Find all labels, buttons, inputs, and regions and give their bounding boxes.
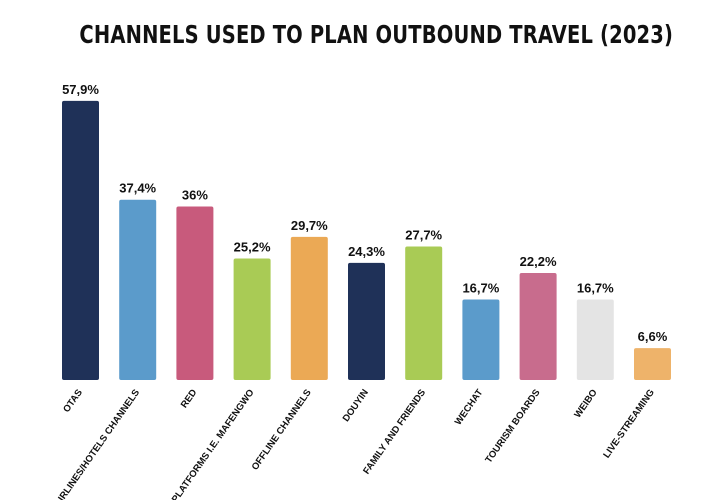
category-label-6: DOUYIN xyxy=(341,387,371,424)
category-label-9: TOURISM BOARDS xyxy=(483,387,542,465)
value-label-5: 29,7% xyxy=(291,218,328,233)
bar-8 xyxy=(462,299,500,380)
category-label-5: OFFLINE CHANNELS xyxy=(250,387,314,472)
value-label-9: 22,2% xyxy=(520,254,557,269)
value-label-8: 16,7% xyxy=(462,280,499,295)
bar-11 xyxy=(634,348,671,380)
category-label-3: RED xyxy=(179,387,200,410)
category-label-11: LIVE-STREAMING xyxy=(601,387,657,460)
category-label-10: WEIBO xyxy=(572,387,599,420)
chart-title: CHANNELS USED TO PLAN OUTBOUND TRAVEL (2… xyxy=(79,20,674,49)
category-label-1: OTAS xyxy=(61,387,85,414)
bar-10 xyxy=(576,299,614,380)
value-label-7: 27,7% xyxy=(405,227,442,242)
value-label-6: 24,3% xyxy=(348,244,385,259)
bar-1 xyxy=(62,100,99,381)
value-label-2: 37,4% xyxy=(119,181,156,196)
value-label-1: 57,9% xyxy=(62,82,99,97)
category-label-4: UGC PLATFORMS I.E. MAFENGWO xyxy=(156,387,256,500)
value-label-4: 25,2% xyxy=(234,240,271,255)
category-label-7: FAMILY AND FRIENDS xyxy=(361,387,428,476)
bar-4 xyxy=(233,258,271,380)
bar-7 xyxy=(405,246,443,380)
value-label-3: 36% xyxy=(182,187,208,202)
value-label-11: 6,6% xyxy=(638,329,668,344)
bar-5 xyxy=(290,236,328,380)
bar-3 xyxy=(176,206,214,380)
category-label-8: WECHAT xyxy=(453,387,486,427)
bar-9 xyxy=(519,272,557,380)
bar-2 xyxy=(119,199,157,380)
bar-6 xyxy=(348,262,385,380)
value-label-10: 16,7% xyxy=(577,280,614,295)
